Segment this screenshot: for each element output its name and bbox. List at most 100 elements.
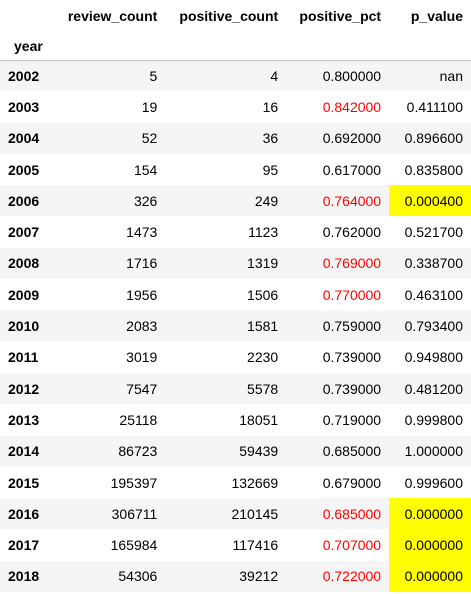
table-row: 2018 54306 39212 0.722000 0.000000 [0, 560, 471, 593]
cell-positive-pct: 0.764000 [322, 192, 382, 209]
cell-p-value: 0.896600 [404, 130, 463, 147]
table-row: 2016 306711 210145 0.685000 0.000000 [0, 498, 471, 530]
cell-positive-count: 18051 [239, 411, 279, 428]
row-index-year: 2008 [8, 255, 40, 272]
cell-p-value: 1.000000 [404, 443, 463, 460]
cell-p-value: nan [439, 67, 463, 84]
cell-positive-count: 1319 [247, 255, 279, 272]
cell-positive-pct: 0.722000 [322, 568, 382, 585]
row-index-year: 2017 [8, 537, 40, 554]
cell-review-count: 54306 [118, 568, 158, 585]
column-header-p-value: p_value [410, 8, 463, 24]
cell-positive-count: 249 [254, 192, 279, 209]
cell-positive-pct: 0.707000 [322, 537, 382, 554]
cell-p-value: 0.338700 [404, 255, 463, 272]
cell-positive-count: 5578 [247, 380, 279, 397]
cell-p-value: 0.999600 [404, 474, 463, 491]
cell-positive-pct: 0.685000 [322, 443, 382, 460]
cell-review-count: 7547 [126, 380, 158, 397]
row-index-year: 2016 [8, 505, 40, 522]
cell-positive-count: 39212 [239, 568, 279, 585]
cell-review-count: 154 [133, 161, 158, 178]
table-row: 2003 19 16 0.842000 0.411100 [0, 91, 471, 123]
cell-p-value: 0.793400 [404, 318, 463, 335]
cell-p-value: 0.835800 [404, 161, 463, 178]
cell-positive-count: 2230 [247, 349, 279, 366]
cell-positive-pct: 0.739000 [322, 380, 382, 397]
row-index-year: 2010 [8, 318, 40, 335]
cell-p-value: 0.000000 [389, 498, 471, 530]
cell-positive-pct: 0.685000 [322, 505, 382, 522]
index-name-year: year [14, 37, 43, 54]
cell-review-count: 5 [149, 67, 158, 84]
cell-p-value: 0.000000 [389, 560, 471, 593]
table-row: 2012 7547 5578 0.739000 0.481200 [0, 372, 471, 405]
cell-positive-pct: 0.759000 [322, 318, 382, 335]
cell-positive-count: 4 [270, 67, 279, 84]
cell-p-value: 0.411100 [406, 98, 463, 115]
cell-p-value: 0.481200 [404, 380, 463, 397]
cell-positive-pct: 0.762000 [322, 224, 382, 241]
cell-positive-count: 95 [262, 161, 279, 178]
index-row-blank [60, 32, 165, 60]
row-index-year: 2009 [8, 286, 40, 303]
cell-review-count: 165984 [110, 537, 158, 554]
table-row: 2014 86723 59439 0.685000 1.000000 [0, 435, 471, 467]
row-index-year: 2014 [8, 443, 40, 460]
cell-positive-pct: 0.842000 [322, 98, 382, 115]
row-index-year: 2013 [8, 411, 40, 428]
row-index-year: 2012 [8, 380, 40, 397]
cell-positive-count: 1123 [248, 224, 279, 241]
row-index-year: 2003 [8, 98, 40, 115]
index-row-blank [165, 32, 286, 60]
cell-review-count: 1956 [126, 286, 158, 303]
table-row: 2007 1473 1123 0.762000 0.521700 [0, 216, 471, 248]
cell-review-count: 1716 [126, 255, 158, 272]
cell-positive-pct: 0.800000 [322, 67, 382, 84]
row-index-year: 2018 [8, 568, 40, 585]
table-row: 2002 5 4 0.800000 nan [0, 60, 471, 92]
header-blank-corner [0, 0, 60, 32]
cell-positive-count: 117416 [232, 537, 279, 554]
cell-p-value: 0.463100 [404, 286, 463, 303]
cell-review-count: 52 [141, 130, 158, 147]
column-header-positive-count: positive_count [179, 8, 279, 24]
row-index-year: 2002 [8, 67, 40, 84]
cell-positive-pct: 0.692000 [322, 130, 382, 147]
cell-review-count: 326 [133, 192, 158, 209]
cell-positive-count: 59439 [239, 443, 279, 460]
row-index-year: 2007 [8, 224, 40, 241]
cell-p-value: 0.000000 [389, 529, 471, 561]
index-name-row: year [0, 32, 471, 60]
column-header-positive-pct: positive_pct [299, 8, 382, 24]
table-row: 2017 165984 117416 0.707000 0.000000 [0, 529, 471, 561]
cell-positive-count: 1506 [247, 286, 279, 303]
row-index-year: 2004 [8, 130, 40, 147]
cell-review-count: 1473 [126, 224, 158, 241]
column-header-row: review_count positive_count positive_pct… [0, 0, 471, 32]
cell-positive-count: 36 [262, 130, 279, 147]
table-row: 2005 154 95 0.617000 0.835800 [0, 153, 471, 186]
cell-p-value: 0.999800 [404, 411, 463, 428]
row-index-year: 2005 [8, 161, 40, 178]
cell-positive-pct: 0.719000 [322, 411, 382, 428]
cell-positive-pct: 0.769000 [322, 255, 382, 272]
cell-positive-count: 1581 [247, 318, 279, 335]
table-row: 2015 195397 132669 0.679000 0.999600 [0, 466, 471, 499]
table-row: 2004 52 36 0.692000 0.896600 [0, 122, 471, 154]
cell-review-count: 86723 [118, 443, 158, 460]
table-row: 2008 1716 1319 0.769000 0.338700 [0, 247, 471, 280]
cell-p-value: 0.000400 [389, 185, 471, 217]
cell-positive-pct: 0.617000 [322, 161, 382, 178]
row-index-year: 2006 [8, 192, 40, 209]
cell-positive-count: 210145 [231, 505, 279, 522]
table-row: 2010 2083 1581 0.759000 0.793400 [0, 310, 471, 342]
table-row: 2009 1956 1506 0.770000 0.463100 [0, 279, 471, 311]
cell-positive-pct: 0.739000 [322, 349, 382, 366]
cell-positive-pct: 0.770000 [322, 286, 382, 303]
cell-positive-count: 16 [262, 98, 279, 115]
cell-review-count: 2083 [126, 318, 158, 335]
cell-positive-count: 132669 [231, 474, 279, 491]
cell-p-value: 0.949800 [404, 349, 463, 366]
index-row-blank [286, 32, 389, 60]
